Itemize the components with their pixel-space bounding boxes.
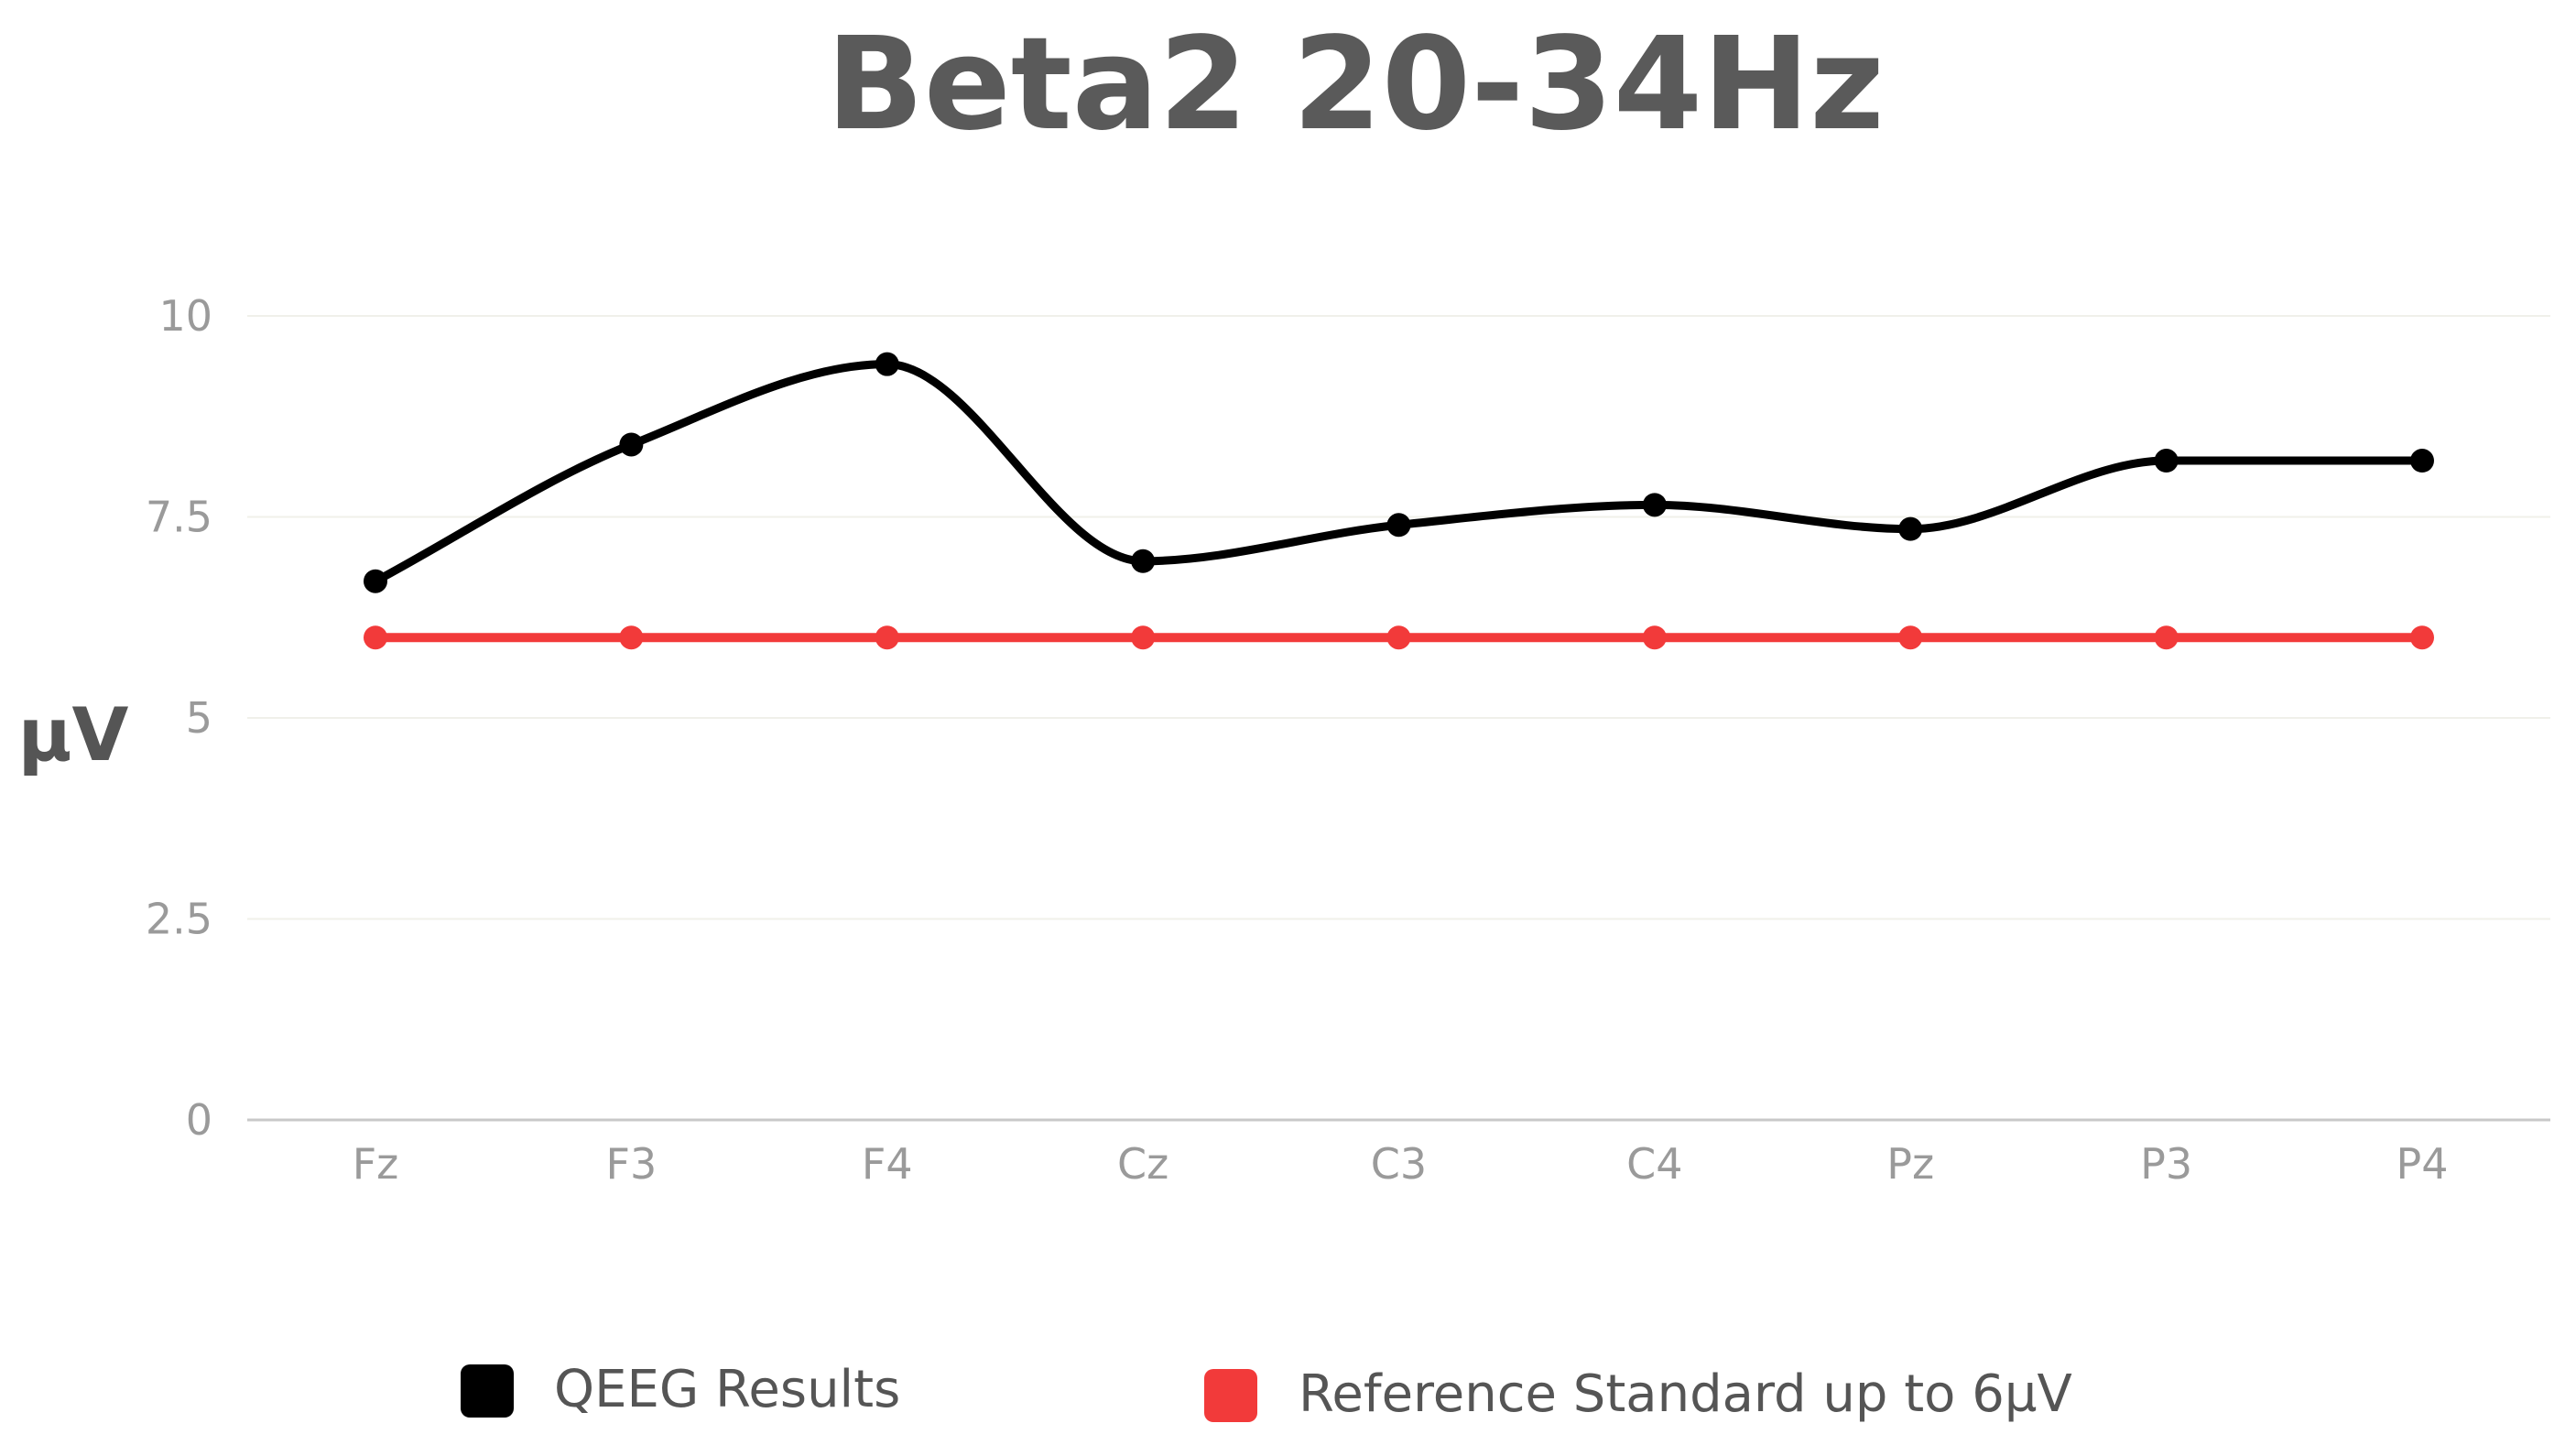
y-axis-ticks: 0 2.5 5 7.5 10 xyxy=(146,291,212,1145)
data-point xyxy=(1131,625,1156,650)
data-point xyxy=(364,569,387,593)
x-tick-label: P4 xyxy=(2396,1139,2448,1189)
y-tick-label: 10 xyxy=(158,291,212,341)
legend: QEEG Results Reference Standard up to 6µV xyxy=(461,1360,2072,1424)
x-tick-label: C3 xyxy=(1371,1139,1427,1189)
x-tick-label: F3 xyxy=(606,1139,658,1189)
data-point xyxy=(2154,449,2179,473)
y-axis-label: µV xyxy=(18,692,129,777)
x-tick-label: Pz xyxy=(1886,1139,1934,1189)
data-point xyxy=(619,625,644,650)
x-tick-label: F4 xyxy=(862,1139,913,1189)
x-tick-label: Fz xyxy=(353,1139,399,1189)
legend-swatch xyxy=(461,1364,514,1418)
x-tick-label: P3 xyxy=(2140,1139,2192,1189)
data-point xyxy=(1386,625,1411,650)
data-point xyxy=(364,625,387,650)
data-point xyxy=(875,352,899,376)
series-0 xyxy=(364,352,2434,593)
data-point xyxy=(1386,513,1411,538)
data-point xyxy=(2154,625,2179,650)
data-point xyxy=(619,432,644,457)
series-line xyxy=(371,360,2427,586)
data-point xyxy=(1131,549,1156,573)
data-point xyxy=(1898,516,1923,541)
y-tick-label: 5 xyxy=(186,693,212,743)
data-point xyxy=(2410,625,2434,650)
chart-title: Beta2 20-34Hz xyxy=(826,10,1885,159)
data-point xyxy=(875,625,899,650)
data-point xyxy=(1642,625,1667,650)
y-tick-label: 0 xyxy=(186,1095,212,1145)
y-tick-label: 2.5 xyxy=(146,895,212,944)
series-1 xyxy=(364,625,2434,650)
legend-label: Reference Standard up to 6µV xyxy=(1299,1364,2072,1424)
data-point xyxy=(1898,625,1923,650)
data-point xyxy=(1642,493,1667,517)
legend-swatch xyxy=(1204,1369,1257,1422)
x-axis-ticks: Fz F3 F4 Cz C3 C4 Pz P3 P4 xyxy=(353,1139,2449,1189)
legend-label: QEEG Results xyxy=(554,1360,900,1419)
series-layer xyxy=(364,352,2434,650)
x-tick-label: C4 xyxy=(1626,1139,1682,1189)
y-tick-label: 7.5 xyxy=(146,493,212,542)
data-point xyxy=(2410,449,2434,473)
x-tick-label: Cz xyxy=(1117,1139,1168,1189)
grid-lines xyxy=(247,315,2550,920)
